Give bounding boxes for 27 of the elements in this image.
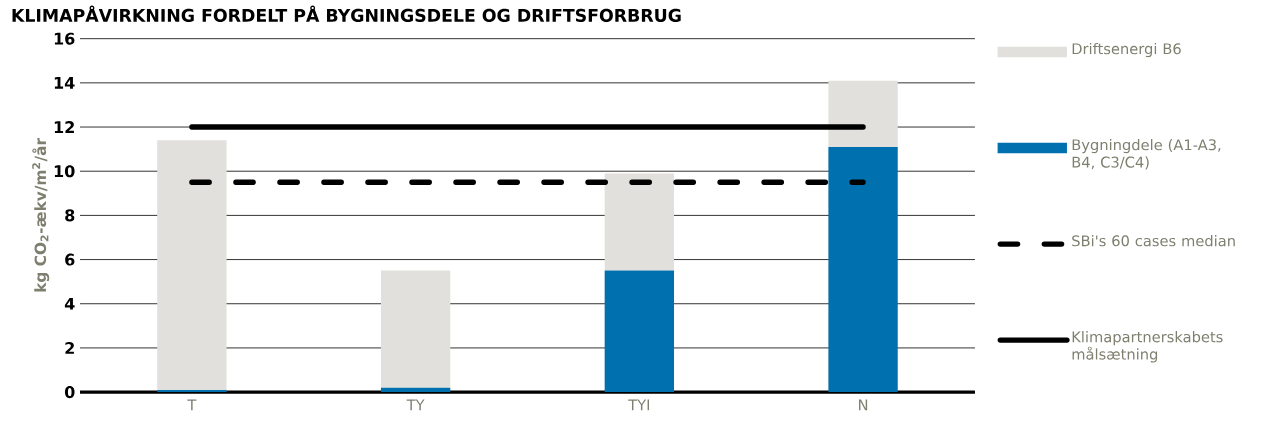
legend-label: Klimapartnerskabets målsætning: [1072, 331, 1223, 363]
y-tick-label: 0: [64, 386, 75, 399]
y-tick-label: 12: [54, 121, 74, 134]
bar: [380, 387, 451, 393]
x-tick-label: TY: [406, 399, 425, 411]
bar: [604, 173, 675, 271]
bar: [157, 140, 227, 391]
y-tick-label: 6: [65, 253, 75, 266]
y-tick-label: 4: [64, 298, 75, 310]
x-tick-label: T: [187, 399, 197, 411]
bar: [604, 270, 675, 393]
bar: [828, 80, 898, 148]
x-tick-label: TYI: [628, 399, 650, 411]
legend-label: Driftsenergi B6: [1072, 43, 1181, 58]
legend-label: SBi's 60 cases median: [1072, 235, 1235, 247]
legend-label: Bygningdele (A1-A3, B4, C3/C4): [1072, 139, 1221, 170]
y-axis-title: kg CO$_{2}$-ækv/m$^{2}$/år: [32, 138, 50, 292]
x-tick-label: N: [859, 399, 868, 411]
bar: [828, 147, 898, 393]
y-tick-label: 10: [54, 165, 75, 178]
chart-title: KLIMAPÅVIRKNING FORDELT PÅ BYGNINGSDELE OG DRIFTSFORBRUG: [12, 5, 681, 23]
bar: [157, 390, 227, 393]
y-tick-label: 14: [54, 77, 75, 89]
y-tick-label: 16: [54, 32, 75, 45]
bar: [380, 270, 451, 388]
y-tick-label: 2: [65, 342, 74, 354]
y-tick-label: 8: [65, 209, 75, 222]
